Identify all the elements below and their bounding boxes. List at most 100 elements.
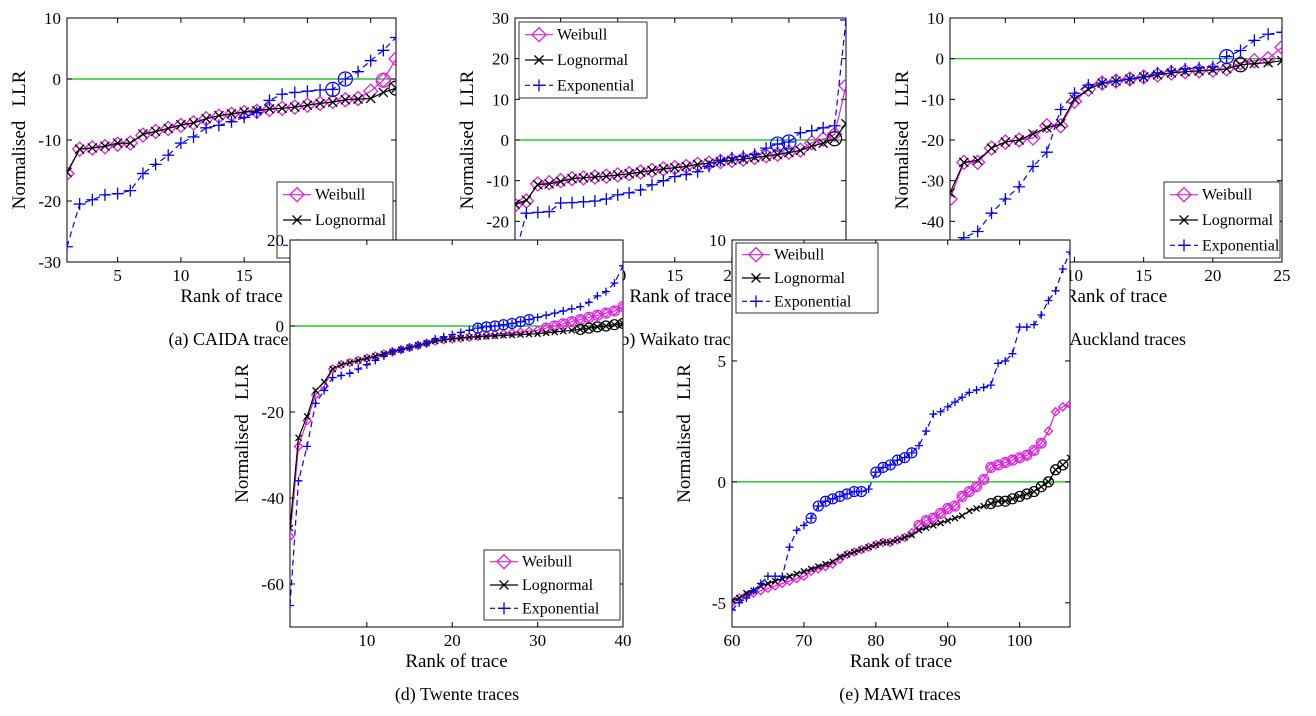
data-point-plus: [623, 186, 636, 199]
y-tick-label: -10: [921, 90, 944, 109]
data-point-plus: [1001, 356, 1010, 365]
data-point-plus: [482, 322, 491, 331]
data-point-diamond: [97, 138, 113, 155]
data-point-diamond: [803, 134, 820, 151]
data-point-diamond: [350, 90, 366, 107]
data-point-x: [365, 93, 376, 104]
data-point-diamond: [586, 169, 603, 185]
data-point-x: [213, 110, 224, 121]
data-point-plus: [364, 54, 377, 67]
data-point-plus: [778, 572, 787, 581]
significance-circle: [1057, 459, 1069, 471]
data-point-diamond: [274, 100, 291, 117]
data-point-plus: [971, 225, 984, 238]
data-point-plus: [703, 160, 716, 173]
data-point-x: [371, 352, 379, 360]
data-point-x: [578, 172, 589, 183]
y-tick-label: 10: [492, 90, 509, 109]
significance-circle: [769, 136, 786, 152]
data-point-plus: [1220, 50, 1233, 63]
data-point-x: [619, 319, 623, 327]
data-point-x: [295, 434, 302, 442]
data-point-plus: [149, 158, 162, 171]
data-point-x: [340, 94, 351, 105]
data-point-plus: [405, 343, 414, 352]
data-point-diamond: [1232, 54, 1249, 71]
data-point-plus: [328, 373, 337, 382]
data-point-x: [986, 143, 997, 154]
data-point-plus: [1262, 28, 1275, 41]
data-point-plus: [1015, 323, 1024, 332]
data-point-x: [829, 133, 840, 144]
data-point-x: [601, 171, 612, 182]
significance-circle: [375, 72, 391, 88]
x-tick-label: 70: [795, 631, 812, 650]
legend-label: Weibull: [522, 554, 573, 571]
y-tick-label: 0: [276, 317, 285, 336]
data-point-plus: [290, 601, 294, 610]
data-point-x: [602, 322, 610, 330]
data-point-x: [353, 94, 363, 105]
x-tick-label: 10: [358, 631, 375, 650]
data-point-x: [850, 548, 858, 556]
significance-circle: [978, 473, 990, 486]
significance-circle: [891, 454, 904, 466]
data-point-diamond: [84, 140, 101, 156]
data-point-diamond: [763, 583, 773, 594]
data-point-x: [593, 323, 601, 331]
data-point-diamond: [792, 142, 809, 159]
series-exponential: [290, 261, 623, 610]
data-point-x: [303, 412, 311, 420]
y-tick-label: 10: [44, 9, 61, 28]
data-point-plus: [958, 393, 967, 402]
data-point-plus: [1151, 66, 1164, 79]
legend-label: Weibull: [557, 27, 608, 44]
data-point-x: [658, 163, 669, 174]
data-point-diamond: [755, 585, 766, 596]
x-tick-label: 25: [1274, 266, 1291, 285]
data-point-x: [87, 142, 98, 153]
y-tick-label: -20: [38, 192, 61, 211]
data-point-plus: [785, 543, 794, 552]
significance-circle: [781, 134, 797, 150]
data-point-x: [1277, 55, 1282, 66]
data-point-diamond: [337, 91, 354, 108]
data-point-x: [163, 123, 174, 134]
y-tick-label: 0: [718, 473, 727, 492]
data-point-diamond: [971, 481, 982, 492]
data-point-plus: [520, 207, 533, 220]
data-point-x: [226, 108, 237, 119]
data-point-x: [822, 560, 829, 568]
data-point-diamond: [438, 334, 449, 345]
data-point-diamond: [299, 97, 316, 114]
data-point-plus: [250, 106, 263, 119]
data-point-x: [612, 170, 623, 180]
data-point-x: [624, 168, 635, 179]
data-point-x: [302, 100, 313, 111]
data-point-x: [973, 505, 980, 512]
data-point-x: [1041, 122, 1052, 133]
series-line: [290, 265, 623, 606]
significance-circle: [506, 317, 518, 330]
data-point-diamond: [1204, 62, 1221, 78]
data-point-plus: [566, 196, 579, 209]
data-point-plus: [943, 402, 952, 411]
data-point-plus: [1137, 70, 1150, 83]
data-point-x: [329, 365, 337, 373]
data-point-x: [795, 145, 806, 156]
data-point-diamond: [1021, 450, 1032, 461]
data-point-diamond: [549, 321, 560, 331]
significance-circle: [827, 493, 839, 505]
y-tick-label: -30: [38, 253, 61, 272]
data-point-x: [542, 329, 550, 337]
x-axis-label: Rank of trace: [629, 286, 731, 307]
data-point-plus: [276, 88, 289, 101]
data-point-diamond: [1052, 117, 1069, 134]
data-point-diamond: [1274, 39, 1282, 56]
data-point-plus: [431, 334, 440, 343]
y-tick-label: 0: [936, 50, 945, 69]
data-point-diamond: [997, 134, 1014, 150]
y-tick-label: 20: [267, 231, 284, 250]
data-point-plus: [691, 165, 704, 178]
data-point-x: [1263, 57, 1274, 68]
